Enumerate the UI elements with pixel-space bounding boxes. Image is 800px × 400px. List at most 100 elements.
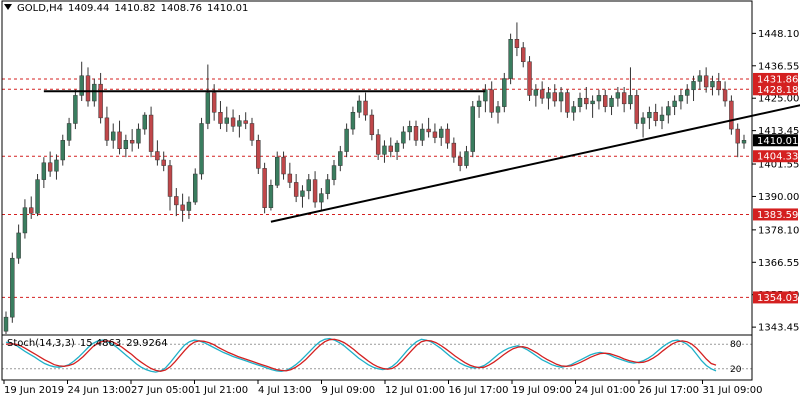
- bear-candle: [47, 162, 53, 172]
- price-tick-label: 1366.55: [758, 258, 799, 269]
- stochastic-panel: 80 20: [2, 337, 752, 375]
- bear-candle: [29, 207, 34, 214]
- time-tick-label: 12 Jul 01:00: [385, 385, 445, 396]
- bear-candle: [293, 182, 299, 197]
- bull-candle: [319, 193, 324, 203]
- bear-candle: [584, 97, 589, 105]
- bear-candle: [256, 140, 261, 169]
- time-tick-label: 31 Jul 09:00: [703, 385, 763, 396]
- price-tick-label: 1378.10: [758, 225, 799, 236]
- bear-candle: [148, 114, 154, 152]
- bear-candle: [262, 168, 267, 208]
- bull-candle: [35, 179, 40, 214]
- bull-candle: [577, 97, 583, 107]
- bear-candle: [174, 196, 179, 206]
- bear-candle: [451, 142, 457, 158]
- candlestick-series: [3, 22, 747, 334]
- symbol-label: GOLD,H4: [17, 3, 63, 14]
- bull-candle: [685, 89, 690, 96]
- low-value: 1408.76: [160, 3, 203, 14]
- bear-candle: [514, 39, 520, 48]
- bull-candle: [73, 95, 78, 124]
- bull-candle: [331, 165, 337, 180]
- bull-candle: [483, 89, 488, 102]
- bear-candle: [281, 156, 286, 175]
- bull-candle: [439, 128, 444, 138]
- close-value: 1410.01: [207, 3, 249, 14]
- bear-candle: [369, 114, 375, 135]
- price-tick-label: 1390.00: [758, 192, 799, 203]
- bear-candle: [287, 173, 293, 183]
- bull-candle: [647, 111, 652, 119]
- bull-candle: [237, 120, 242, 127]
- bear-candle: [735, 128, 740, 144]
- bear-candle: [521, 47, 526, 62]
- price-tick-label: 1436.55: [758, 61, 799, 72]
- bull-candle: [41, 162, 47, 180]
- open-value: 1409.44: [67, 3, 110, 14]
- bear-candle: [98, 83, 103, 119]
- bear-candle: [388, 145, 393, 152]
- bear-candle: [375, 134, 381, 155]
- bull-candle: [186, 201, 192, 211]
- bull-candle: [546, 92, 551, 99]
- bull-candle: [710, 81, 715, 88]
- dropdown-arrow-icon[interactable]: [4, 4, 12, 10]
- high-value: 1410.82: [114, 3, 156, 14]
- bear-candle: [243, 120, 248, 124]
- bull-candle: [193, 173, 198, 203]
- trend-lines: [43, 90, 800, 223]
- bull-candle: [268, 184, 274, 208]
- bear-candle: [167, 165, 173, 197]
- price-tick-label: 1401.55: [758, 160, 799, 171]
- bear-candle: [117, 131, 122, 149]
- bear-candle: [426, 128, 431, 133]
- bull-candle: [407, 126, 412, 133]
- bear-candle: [457, 156, 463, 166]
- bear-candle: [180, 204, 185, 211]
- bull-candle: [476, 100, 482, 107]
- price-tick-label: 1448.10: [758, 29, 799, 40]
- bull-candle: [678, 95, 684, 102]
- level-tag-label: 1383.59: [757, 210, 798, 221]
- bull-candle: [666, 106, 671, 116]
- bull-candle: [571, 106, 576, 113]
- bull-candle: [338, 151, 343, 166]
- bull-candle: [394, 142, 400, 152]
- stochastic-k-value: 15.4863: [79, 338, 122, 349]
- bear-candle: [716, 81, 721, 91]
- bear-candle: [85, 75, 91, 102]
- time-tick-label: 16 Jul 17:00: [449, 385, 509, 396]
- bull-candle: [382, 145, 387, 155]
- bull-candle: [123, 140, 129, 149]
- bear-candle: [489, 89, 494, 113]
- bear-candle: [603, 95, 608, 107]
- bull-candle: [92, 83, 97, 102]
- level-tag: [753, 150, 798, 163]
- bull-candle: [533, 89, 539, 96]
- bull-candle: [306, 179, 311, 192]
- bear-candle: [445, 128, 450, 144]
- bull-candle: [659, 114, 665, 121]
- plot-frame: [1, 0, 753, 381]
- bull-candle: [672, 100, 677, 107]
- bear-candle: [653, 111, 658, 121]
- bull-candle: [590, 100, 595, 105]
- bull-candle: [22, 207, 28, 234]
- bull-candle: [79, 75, 84, 96]
- bull-candle: [300, 190, 305, 197]
- bull-candle: [199, 123, 204, 175]
- level-tag: [753, 291, 798, 304]
- support-resistance-levels: [2, 78, 752, 298]
- bull-candle: [609, 97, 614, 107]
- level-tag-label: 1431.86: [757, 74, 798, 85]
- level-tag: [753, 83, 798, 96]
- bear-candle: [527, 61, 532, 96]
- bear-candle: [161, 159, 166, 166]
- level-tag-label: 1354.03: [757, 293, 798, 304]
- chart-header: GOLD,H4 1409.44 1410.82 1408.76 1410.01: [4, 3, 253, 14]
- time-tick-label: 4 Jul 13:00: [258, 385, 312, 396]
- bull-candle: [344, 128, 349, 152]
